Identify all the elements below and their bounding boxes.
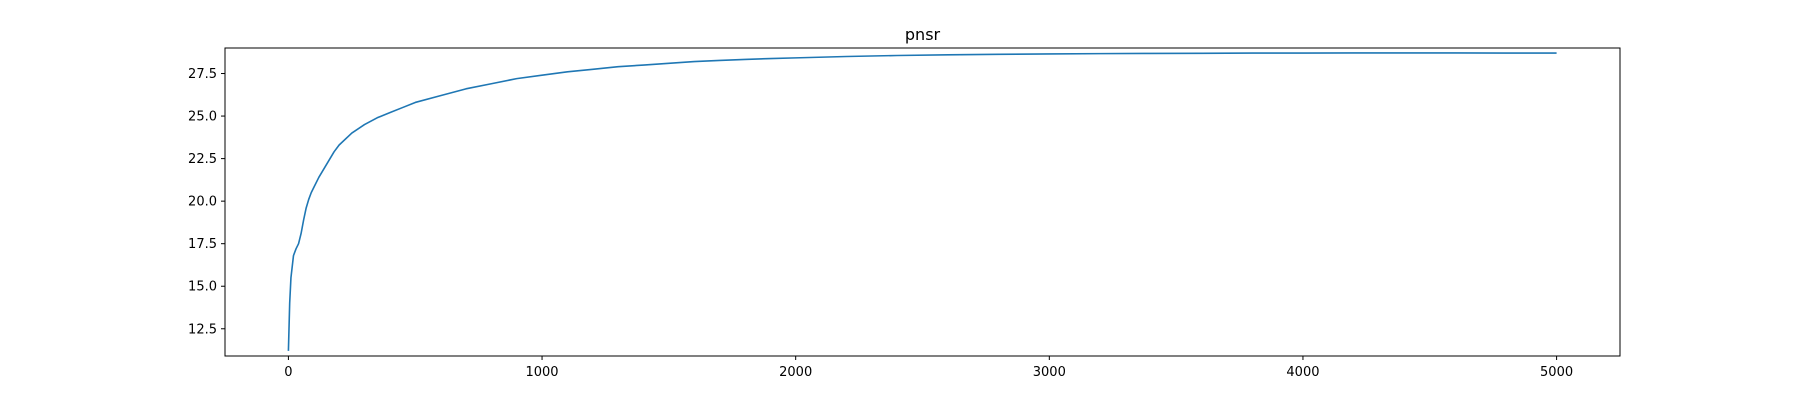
x-axis-ticks: 0 1000 2000 3000 4000 5000: [284, 356, 1573, 380]
plot-area: [225, 48, 1620, 356]
y-tick-label: 22.5: [188, 152, 217, 167]
x-tick-label: 2000: [779, 365, 812, 380]
y-axis-ticks: 12.5 15.0 17.5 20.0 22.5 25.0 27.5: [188, 67, 225, 337]
y-tick-label: 27.5: [188, 67, 217, 82]
y-tick-label: 25.0: [188, 110, 217, 125]
x-tick-label: 1000: [525, 365, 558, 380]
chart-title: pnsr: [905, 25, 941, 44]
x-tick-label: 3000: [1033, 365, 1066, 380]
pnsr-series-line: [287, 52, 1557, 351]
x-tick-label: 4000: [1286, 365, 1319, 380]
x-tick-label: 0: [284, 365, 292, 380]
y-tick-label: 15.0: [188, 280, 217, 295]
y-tick-label: 17.5: [188, 237, 217, 252]
y-tick-label: 12.5: [188, 322, 217, 337]
y-tick-label: 20.0: [188, 195, 217, 210]
plot-frame: [224, 47, 1621, 357]
x-tick-label: 5000: [1540, 365, 1573, 380]
